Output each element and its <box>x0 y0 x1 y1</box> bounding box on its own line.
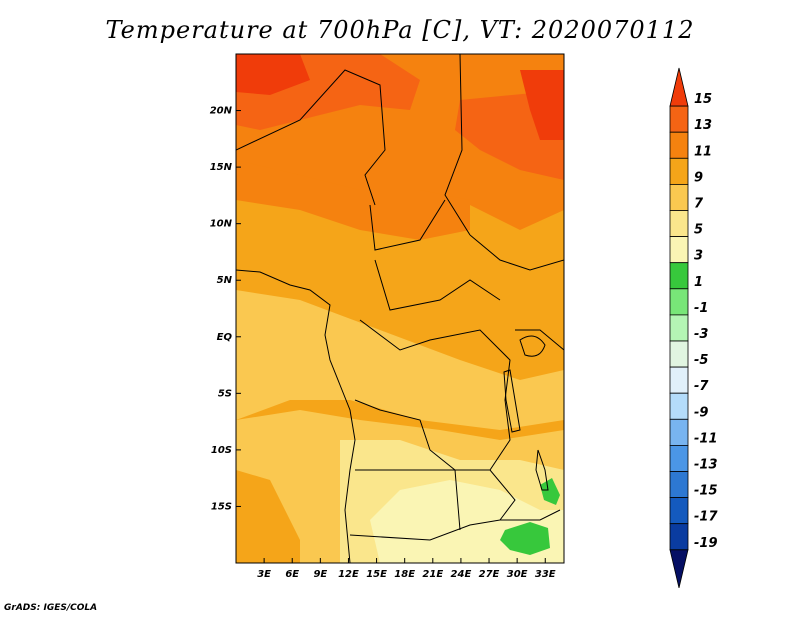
border-east <box>469 234 564 271</box>
colorbar-arrow-bottom <box>669 549 689 588</box>
border-sahara <box>236 69 386 206</box>
colorbar-swatch <box>669 105 689 133</box>
border-car <box>374 259 501 311</box>
coastline-west <box>236 269 356 563</box>
colorbar-swatch <box>669 210 689 238</box>
colorbar-label: -13 <box>694 458 718 473</box>
field-green-patch-1 <box>540 478 560 505</box>
map-frame <box>235 53 565 564</box>
x-tick-label: 30E <box>507 569 528 580</box>
lake-victoria <box>519 335 546 357</box>
x-tick-label: 33E <box>535 569 556 580</box>
colorbar-swatch <box>669 392 689 420</box>
chart-title: Temperature at 700hPa [C], VT: 202007011… <box>105 16 695 44</box>
colorbar-label: 15 <box>694 92 712 107</box>
y-tick-label: 5N <box>217 275 233 286</box>
x-tick-label: 15E <box>366 569 387 580</box>
colorbar-label: -19 <box>694 536 718 551</box>
colorbar-swatch <box>669 471 689 499</box>
border-zambia <box>455 469 516 521</box>
y-tick-label: 15S <box>211 501 232 512</box>
colorbar-swatch <box>669 418 689 446</box>
colorbar-arrow-top <box>669 67 689 107</box>
colorbar-swatch <box>669 444 689 472</box>
colorbar-swatch <box>669 157 689 185</box>
y-tick-label: 10S <box>211 445 232 456</box>
colorbar-label: 1 <box>694 275 703 290</box>
colorbar-swatch <box>669 236 689 264</box>
y-tick-label: 20N <box>210 106 233 117</box>
field-sahel-warm <box>236 160 470 240</box>
field-west-coast-warm <box>236 470 300 563</box>
x-tick-label: 3E <box>257 569 271 580</box>
colorbar-label: -17 <box>694 510 718 525</box>
field-hot-core-nw <box>236 54 310 95</box>
colorbar-swatch <box>669 288 689 316</box>
x-tick-label: 24E <box>451 569 472 580</box>
colorbar-label: 11 <box>694 144 712 159</box>
colorbar-label: 13 <box>694 118 712 133</box>
border-drc <box>354 319 511 471</box>
lake-tanganyika <box>503 369 521 433</box>
colorbar-swatch <box>669 183 689 211</box>
y-tick-label: 15N <box>210 162 233 173</box>
lake-malawi <box>535 449 549 491</box>
field-central-band <box>236 290 564 430</box>
colorbar-label: 3 <box>694 249 703 264</box>
x-tick-label: 21E <box>422 569 443 580</box>
colorbar-swatch <box>669 314 689 342</box>
colorbar: 15 13 11 9 7 5 3 1 -1 -3 -5 -7 -9 -11 -13 -15 -17 -19 <box>669 67 718 588</box>
colorbar-label: -15 <box>694 484 718 499</box>
y-tick-label: 10N <box>210 219 233 230</box>
axis-ticks: 3E 6E 9E 12E 15E 18E 21E 24E 27E 30E 33E 20N 15N 10N 5… <box>210 106 556 580</box>
field-hot-core-ne <box>520 70 564 140</box>
colorbar-label: -7 <box>694 379 709 394</box>
x-tick-label: 27E <box>479 569 500 580</box>
border-libya-egypt <box>444 54 471 236</box>
border-east-2 <box>515 329 564 351</box>
colorbar-swatch <box>669 340 689 368</box>
colorbar-label: -3 <box>694 327 708 342</box>
field-green-patch-2 <box>500 522 550 555</box>
x-tick-label: 18E <box>394 569 415 580</box>
colorbar-swatch <box>669 366 689 394</box>
border-angola <box>355 469 461 531</box>
border-south <box>349 509 561 541</box>
colorbar-label: -5 <box>694 353 708 368</box>
colorbar-label: 5 <box>694 223 703 238</box>
colorbar-label: 9 <box>694 170 703 185</box>
x-tick-label: 6E <box>285 569 299 580</box>
x-tick-label: 9E <box>313 569 327 580</box>
grads-credit: GrADS: IGES/COLA <box>4 603 98 613</box>
colorbar-swatch <box>669 523 689 551</box>
x-tick-label: 12E <box>338 569 359 580</box>
colorbar-label: -9 <box>694 405 708 420</box>
y-tick-label: 5S <box>218 388 232 399</box>
colorbar-label: -1 <box>694 301 708 316</box>
colorbar-label: -11 <box>694 431 718 446</box>
colorbar-swatch <box>669 131 689 159</box>
border-chad <box>369 199 446 251</box>
y-tick-label: EQ <box>217 332 233 343</box>
colorbar-label: 7 <box>694 197 704 212</box>
country-borders <box>236 54 564 563</box>
colorbar-swatch <box>669 497 689 525</box>
colorbar-swatch <box>669 262 689 290</box>
